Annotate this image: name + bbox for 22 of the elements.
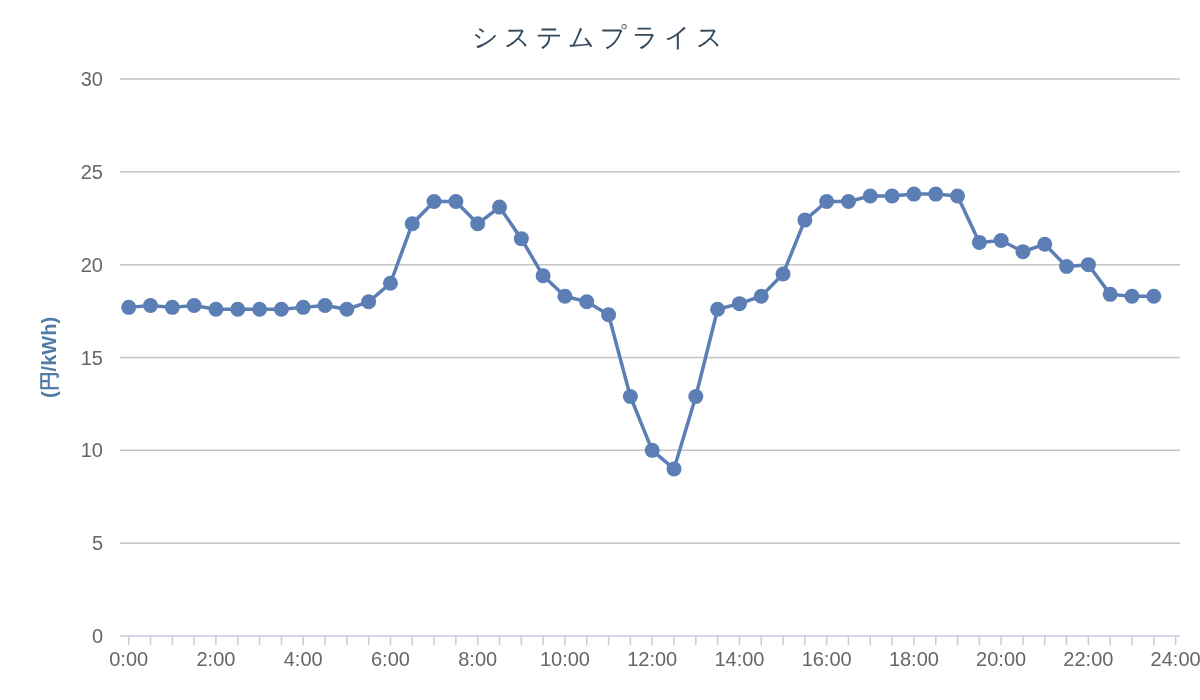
x-tick-label: 24:00 (1150, 648, 1200, 670)
y-tick-label: 25 (80, 160, 103, 183)
x-tick-label: 4:00 (283, 648, 323, 670)
x-tick-label: 16:00 (801, 648, 852, 670)
y-tick-label: 20 (80, 253, 103, 276)
y-tick-label: 5 (91, 532, 103, 555)
x-tick-label: 0:00 (109, 648, 149, 670)
title: システムプライス (472, 22, 728, 52)
y-tick-label: 0 (91, 625, 103, 647)
y-tick-label: 30 (80, 68, 103, 90)
y-tick-label: 10 (80, 439, 103, 462)
y-tick-label: 15 (80, 346, 103, 369)
x-tick-label: 2:00 (196, 648, 236, 670)
y-axis-title: (円/kWh) (38, 316, 60, 399)
x-tick-label: 12:00 (627, 648, 678, 670)
x-tick-label: 10:00 (539, 648, 590, 670)
x-tick-label: 22:00 (1063, 648, 1114, 670)
x-tick-label: 6:00 (371, 648, 410, 670)
x-tick-label: 20:00 (976, 648, 1027, 670)
x-tick-label: 18:00 (888, 648, 939, 670)
x-tick-label: 8:00 (458, 648, 498, 670)
x-tick-label: 14:00 (714, 648, 765, 670)
